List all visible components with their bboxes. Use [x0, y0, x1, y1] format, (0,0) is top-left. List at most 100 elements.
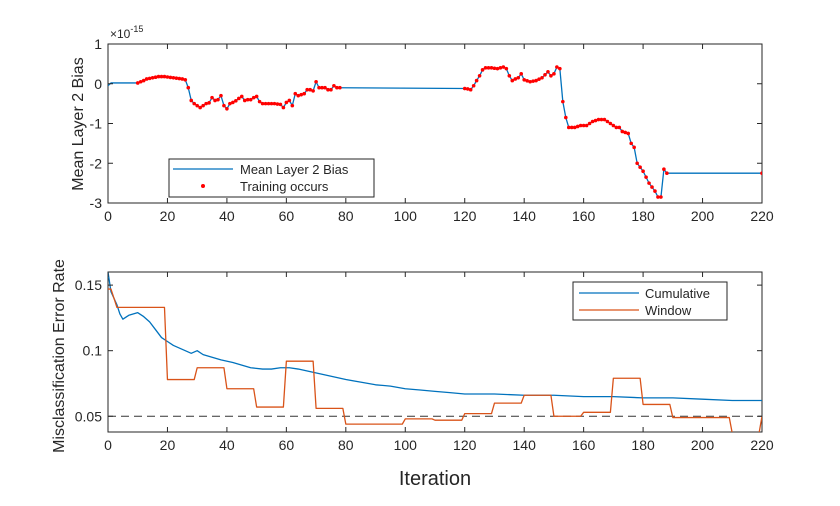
training-marker — [213, 98, 217, 103]
error-series-line-window — [108, 288, 762, 432]
training-marker — [326, 87, 330, 92]
training-marker — [608, 121, 613, 126]
bias-ytick-label: 1 — [94, 36, 102, 52]
training-marker — [578, 123, 583, 128]
training-marker — [581, 123, 586, 128]
training-marker — [323, 85, 327, 90]
training-marker — [281, 105, 286, 110]
bias-legend: Mean Layer 2 Bias Training occurs — [168, 158, 375, 198]
error-legend: Cumulative Window — [572, 281, 728, 321]
training-marker — [495, 66, 500, 71]
bias-plot-panel: 0 20 40 60 80 100 120 140 160 180 200 220 10-1-2-3 … — [70, 24, 774, 224]
training-marker — [760, 171, 762, 175]
error-ylabel: Misclassification Error Rate — [51, 259, 68, 453]
bias-xtick-label: 160 — [572, 208, 596, 224]
training-marker — [510, 78, 515, 83]
training-marker — [314, 79, 318, 84]
training-marker — [174, 76, 179, 80]
training-marker — [644, 175, 648, 179]
training-marker — [513, 77, 518, 81]
training-marker — [575, 124, 580, 129]
training-marker — [605, 119, 610, 124]
training-marker — [272, 101, 277, 106]
training-marker — [504, 66, 509, 71]
training-marker — [641, 169, 645, 173]
bias-ylabel: Mean Layer 2 Bias — [70, 57, 87, 190]
training-marker — [534, 78, 538, 83]
bias-xtick-label: 180 — [631, 208, 655, 224]
training-marker — [647, 181, 651, 185]
training-marker — [569, 125, 574, 130]
training-marker — [540, 75, 544, 80]
training-marker — [483, 66, 488, 70]
training-marker — [228, 101, 232, 106]
training-marker — [296, 93, 301, 98]
training-marker — [626, 131, 631, 136]
training-marker — [596, 117, 601, 122]
training-marker — [465, 87, 470, 91]
training-marker — [198, 105, 202, 110]
training-marker — [617, 125, 622, 130]
training-marker — [159, 74, 164, 79]
training-marker — [263, 101, 268, 106]
error-xtick-label: 0 — [104, 437, 112, 453]
training-marker — [183, 77, 188, 82]
training-marker — [299, 92, 304, 97]
bias-xtick-label: 220 — [750, 208, 774, 224]
error-xtick-label: 60 — [279, 437, 295, 453]
training-marker — [162, 74, 167, 79]
bias-xtick-label: 0 — [104, 208, 112, 224]
error-legend-box — [572, 281, 728, 321]
error-xtick-label: 20 — [160, 437, 176, 453]
training-marker — [335, 85, 339, 90]
training-marker — [210, 95, 214, 100]
training-marker — [549, 74, 553, 78]
training-marker — [555, 65, 559, 69]
training-marker — [237, 96, 241, 101]
bias-xtick-label: 200 — [691, 208, 715, 224]
training-marker — [656, 195, 660, 199]
error-plot-panel: 0 20 40 60 80 100 120 140 160 180 200 220 0.15 0.1 0.… — [51, 259, 774, 490]
training-marker — [266, 101, 271, 106]
training-marker — [254, 94, 259, 99]
training-marker — [620, 129, 625, 134]
training-marker — [186, 85, 191, 90]
training-marker — [332, 83, 336, 88]
training-marker — [590, 119, 595, 124]
training-marker — [486, 66, 491, 70]
training-marker — [165, 75, 170, 79]
training-marker — [507, 74, 512, 78]
error-xtick-label: 140 — [513, 437, 537, 453]
training-marker — [329, 87, 333, 92]
training-marker — [138, 79, 143, 84]
training-marker — [498, 66, 503, 70]
training-marker — [239, 94, 244, 99]
training-marker — [248, 97, 253, 102]
training-marker — [525, 78, 529, 83]
training-marker — [462, 86, 467, 91]
training-marker — [225, 106, 229, 111]
bias-xtick-label: 40 — [219, 208, 235, 224]
training-marker — [552, 72, 556, 76]
training-marker — [177, 76, 182, 81]
training-marker — [501, 65, 506, 69]
training-marker — [278, 102, 283, 107]
training-marker — [245, 97, 250, 102]
training-marker — [284, 100, 289, 105]
training-marker — [219, 93, 223, 98]
training-marker — [234, 99, 238, 103]
training-marker — [614, 125, 619, 130]
bias-ytick-label: -2 — [90, 155, 103, 171]
training-marker — [189, 98, 194, 103]
training-marker — [192, 101, 197, 106]
training-marker — [477, 74, 482, 78]
training-marker — [566, 125, 571, 130]
error-xtick-label: 200 — [691, 437, 715, 453]
error-xtick-label: 160 — [572, 437, 596, 453]
training-marker — [144, 77, 149, 81]
training-marker — [558, 66, 562, 71]
error-legend-label-cumulative: Cumulative — [645, 286, 710, 301]
training-marker — [572, 125, 577, 130]
bias-xtick-label: 120 — [453, 208, 477, 224]
